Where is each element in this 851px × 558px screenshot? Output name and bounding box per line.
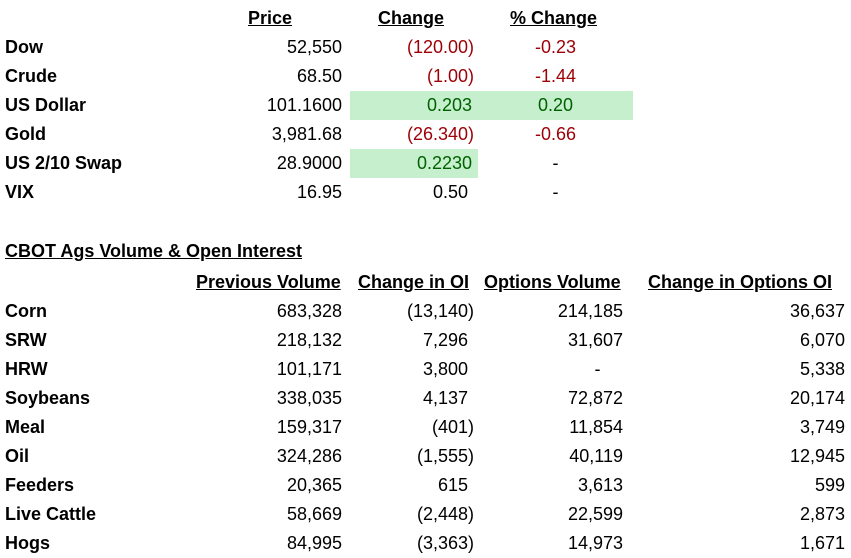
change-cell[interactable]: (120.00) bbox=[406, 37, 474, 57]
cbot-row-oil: Oil 324,286 (1,555) 40,119 12,945 bbox=[0, 442, 851, 471]
change-in-oi-cell[interactable]: 4,137 bbox=[422, 388, 468, 408]
change-cell[interactable]: 0.50 bbox=[432, 182, 468, 202]
row-label[interactable]: Gold bbox=[5, 124, 46, 144]
row-label[interactable]: Feeders bbox=[5, 475, 75, 495]
price-cell[interactable]: 68.50 bbox=[296, 66, 342, 86]
market-row-us-dollar: US Dollar 101.1600 0.203 0.20 bbox=[0, 91, 851, 120]
cbot-row-hrw: HRW 101,171 3,800 - 5,338 bbox=[0, 355, 851, 384]
row-label[interactable]: Crude bbox=[5, 66, 58, 86]
change-cell[interactable]: (26.340) bbox=[406, 124, 474, 144]
header-change-in-oi[interactable]: Change in OI bbox=[358, 272, 470, 292]
market-row-vix: VIX 16.95 0.50 - bbox=[0, 178, 851, 207]
options-volume-cell[interactable]: 31,607 bbox=[567, 330, 623, 350]
row-label[interactable]: US 2/10 Swap bbox=[5, 153, 123, 173]
price-cell[interactable]: 16.95 bbox=[296, 182, 342, 202]
market-row-us-2-10-swap: US 2/10 Swap 28.9000 0.2230 - bbox=[0, 149, 851, 178]
change-cell[interactable]: (1.00) bbox=[426, 66, 474, 86]
previous-volume-cell[interactable]: 20,365 bbox=[286, 475, 342, 495]
change-in-options-oi-cell[interactable]: 2,873 bbox=[799, 504, 845, 524]
pct-change-cell[interactable]: - bbox=[552, 153, 559, 173]
pct-change-cell[interactable]: 0.20 bbox=[478, 91, 633, 120]
previous-volume-cell[interactable]: 58,669 bbox=[286, 504, 342, 524]
row-label[interactable]: HRW bbox=[5, 359, 48, 379]
header-previous-volume[interactable]: Previous Volume bbox=[196, 272, 341, 292]
change-in-oi-cell[interactable]: (13,140) bbox=[406, 301, 474, 321]
pct-change-cell[interactable]: -0.23 bbox=[534, 37, 577, 57]
options-volume-cell[interactable]: 72,872 bbox=[567, 388, 623, 408]
row-label[interactable]: Live Cattle bbox=[5, 504, 97, 524]
change-in-oi-cell[interactable]: 7,296 bbox=[422, 330, 468, 350]
change-cell[interactable]: 0.203 bbox=[350, 91, 478, 120]
price-cell[interactable]: 52,550 bbox=[286, 37, 342, 57]
cbot-header-row: Previous Volume Change in OI Options Vol… bbox=[0, 268, 851, 297]
price-cell[interactable]: 101.1600 bbox=[266, 95, 342, 115]
previous-volume-cell[interactable]: 683,328 bbox=[276, 301, 342, 321]
change-in-oi-cell[interactable]: (3,363) bbox=[416, 533, 474, 553]
market-row-gold: Gold 3,981.68 (26.340) -0.66 bbox=[0, 120, 851, 149]
row-label[interactable]: US Dollar bbox=[5, 95, 87, 115]
cbot-row-feeders: Feeders 20,365 615 3,613 599 bbox=[0, 471, 851, 500]
options-volume-cell[interactable]: 22,599 bbox=[567, 504, 623, 524]
change-in-oi-cell[interactable]: 3,800 bbox=[422, 359, 468, 379]
options-volume-cell[interactable]: 214,185 bbox=[557, 301, 623, 321]
previous-volume-cell[interactable]: 218,132 bbox=[276, 330, 342, 350]
row-label[interactable]: Dow bbox=[5, 37, 43, 57]
header-change[interactable]: Change bbox=[378, 8, 445, 28]
cbot-row-live-cattle: Live Cattle 58,669 (2,448) 22,599 2,873 bbox=[0, 500, 851, 529]
cbot-title-row: CBOT Ags Volume & Open Interest bbox=[0, 237, 851, 266]
header-price[interactable]: Price bbox=[248, 8, 293, 28]
cbot-row-srw: SRW 218,132 7,296 31,607 6,070 bbox=[0, 326, 851, 355]
market-header-row: Price Change % Change bbox=[0, 4, 851, 33]
row-label[interactable]: VIX bbox=[5, 182, 35, 202]
pct-change-cell[interactable]: -1.44 bbox=[534, 66, 577, 86]
change-in-oi-cell[interactable]: (2,448) bbox=[416, 504, 474, 524]
cbot-row-soybeans: Soybeans 338,035 4,137 72,872 20,174 bbox=[0, 384, 851, 413]
options-volume-cell[interactable]: 40,119 bbox=[569, 446, 623, 466]
options-volume-cell[interactable]: 11,854 bbox=[569, 417, 623, 437]
change-in-options-oi-cell[interactable]: 5,338 bbox=[799, 359, 845, 379]
previous-volume-cell[interactable]: 84,995 bbox=[286, 533, 342, 553]
section-title[interactable]: CBOT Ags Volume & Open Interest bbox=[5, 241, 303, 261]
change-cell[interactable]: 0.2230 bbox=[350, 149, 478, 178]
row-label[interactable]: SRW bbox=[5, 330, 47, 350]
options-volume-cell[interactable]: - bbox=[594, 359, 601, 379]
previous-volume-cell[interactable]: 324,286 bbox=[276, 446, 342, 466]
previous-volume-cell[interactable]: 101,171 bbox=[276, 359, 342, 379]
cbot-row-hogs: Hogs 84,995 (3,363) 14,973 1,671 bbox=[0, 529, 851, 558]
change-in-oi-cell[interactable]: (1,555) bbox=[416, 446, 474, 466]
options-volume-cell[interactable]: 14,973 bbox=[567, 533, 623, 553]
market-row-crude: Crude 68.50 (1.00) -1.44 bbox=[0, 62, 851, 91]
previous-volume-cell[interactable]: 159,317 bbox=[276, 417, 342, 437]
price-cell[interactable]: 3,981.68 bbox=[271, 124, 342, 144]
row-label[interactable]: Oil bbox=[5, 446, 30, 466]
change-in-options-oi-cell[interactable]: 12,945 bbox=[789, 446, 845, 466]
change-in-options-oi-cell[interactable]: 36,637 bbox=[789, 301, 845, 321]
row-label[interactable]: Hogs bbox=[5, 533, 50, 553]
price-cell[interactable]: 28.9000 bbox=[276, 153, 342, 173]
header-pct-change[interactable]: % Change bbox=[510, 8, 598, 28]
change-in-oi-cell[interactable]: (401) bbox=[431, 417, 474, 437]
row-label[interactable]: Meal bbox=[5, 417, 46, 437]
change-in-options-oi-cell[interactable]: 6,070 bbox=[799, 330, 845, 350]
change-in-options-oi-cell[interactable]: 20,174 bbox=[789, 388, 845, 408]
header-options-volume[interactable]: Options Volume bbox=[484, 272, 621, 292]
change-in-oi-cell[interactable]: 615 bbox=[437, 475, 468, 495]
row-label[interactable]: Corn bbox=[5, 301, 47, 321]
change-in-options-oi-cell[interactable]: 3,749 bbox=[799, 417, 845, 437]
cbot-row-corn: Corn 683,328 (13,140) 214,185 36,637 bbox=[0, 297, 851, 326]
change-in-options-oi-cell[interactable]: 599 bbox=[814, 475, 845, 495]
change-in-options-oi-cell[interactable]: 1,671 bbox=[799, 533, 845, 553]
previous-volume-cell[interactable]: 338,035 bbox=[276, 388, 342, 408]
header-change-in-options-oi[interactable]: Change in Options OI bbox=[648, 272, 832, 292]
row-label[interactable]: Soybeans bbox=[5, 388, 91, 408]
options-volume-cell[interactable]: 3,613 bbox=[577, 475, 623, 495]
cbot-row-meal: Meal 159,317 (401) 11,854 3,749 bbox=[0, 413, 851, 442]
pct-change-cell[interactable]: - bbox=[552, 182, 559, 202]
pct-change-cell[interactable]: -0.66 bbox=[534, 124, 577, 144]
market-row-dow: Dow 52,550 (120.00) -0.23 bbox=[0, 33, 851, 62]
